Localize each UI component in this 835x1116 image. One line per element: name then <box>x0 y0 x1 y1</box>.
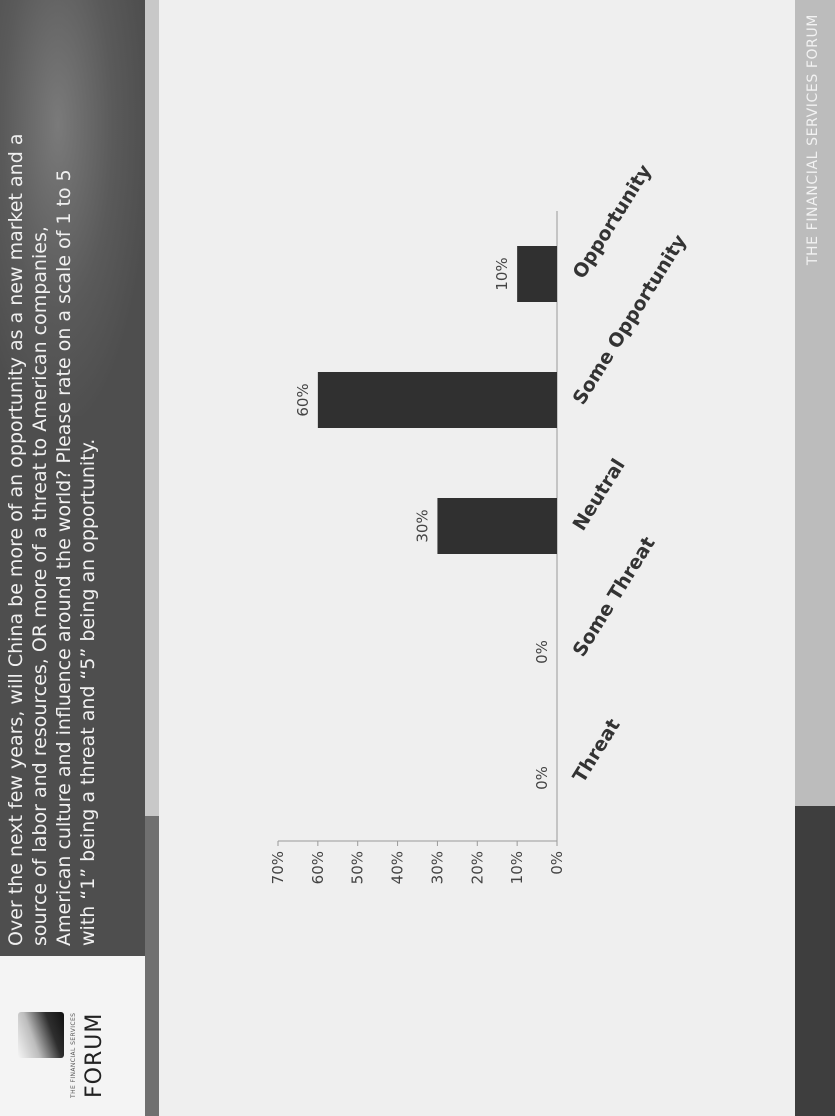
y-tick-label: 50% <box>349 851 367 884</box>
data-label: 0% <box>533 640 551 664</box>
data-label: 30% <box>413 509 431 542</box>
y-tick-label: 20% <box>468 851 486 884</box>
y-tick-label: 70% <box>269 851 287 884</box>
y-tick-label: 10% <box>508 851 526 884</box>
y-tick-label: 0% <box>548 851 566 875</box>
footer-dark <box>795 806 835 1116</box>
category-label: Opportunity <box>569 160 657 282</box>
y-tick-label: 30% <box>428 851 446 884</box>
y-tick-label: 60% <box>309 851 327 884</box>
footer-label: THE FINANCIAL SERVICES FORUM <box>805 14 821 266</box>
data-label: 10% <box>493 257 511 290</box>
bar <box>437 498 557 554</box>
bar <box>317 372 557 428</box>
category-label: Threat <box>569 715 625 787</box>
category-label: Some Threat <box>569 533 660 661</box>
y-tick-label: 40% <box>389 851 407 884</box>
category-label: Neutral <box>569 455 630 535</box>
bar <box>517 246 558 302</box>
data-label: 0% <box>533 766 551 790</box>
data-label: 60% <box>294 383 312 416</box>
